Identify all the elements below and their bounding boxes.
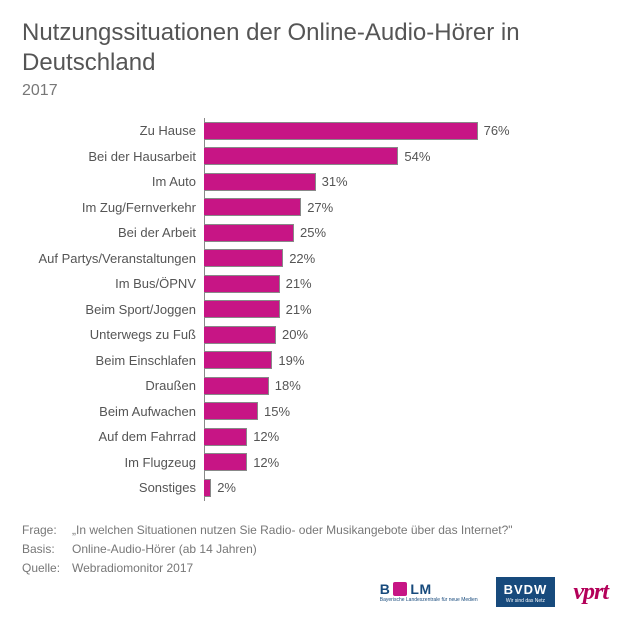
chart-subtitle: 2017 — [22, 82, 608, 100]
bar-row: Beim Sport/Joggen 21% — [22, 297, 608, 323]
footer-notes: Frage: „In welchen Situationen nutzen Si… — [22, 521, 608, 579]
category-label: Sonstiges — [22, 480, 204, 495]
bar-area: 15% — [204, 399, 608, 425]
value-label: 21% — [280, 276, 312, 291]
category-label: Im Flugzeug — [22, 455, 204, 470]
bar — [204, 428, 247, 446]
bar-row: Im Flugzeug 12% — [22, 450, 608, 476]
value-label: 18% — [269, 378, 301, 393]
bar — [204, 173, 316, 191]
bar-row: Beim Aufwachen 15% — [22, 399, 608, 425]
footer-frage-val: „In welchen Situationen nutzen Sie Radio… — [72, 521, 513, 540]
category-label: Auf dem Fahrrad — [22, 429, 204, 444]
value-label: 20% — [276, 327, 308, 342]
value-label: 27% — [301, 200, 333, 215]
bar — [204, 351, 272, 369]
bar-area: 25% — [204, 220, 608, 246]
bar-area: 20% — [204, 322, 608, 348]
value-label: 54% — [398, 149, 430, 164]
bar-area: 76% — [204, 118, 608, 144]
value-label: 15% — [258, 404, 290, 419]
value-label: 21% — [280, 302, 312, 317]
footer-quelle-key: Quelle: — [22, 559, 72, 578]
value-label: 76% — [478, 123, 510, 138]
bar-area: 12% — [204, 450, 608, 476]
bar-row: Zu Hause 76% — [22, 118, 608, 144]
category-label: Beim Einschlafen — [22, 353, 204, 368]
value-label: 12% — [247, 455, 279, 470]
category-label: Unterwegs zu Fuß — [22, 327, 204, 342]
bar-row: Im Zug/Fernverkehr 27% — [22, 195, 608, 221]
bar-row: Im Auto 31% — [22, 169, 608, 195]
bar — [204, 377, 269, 395]
bar-area: 19% — [204, 348, 608, 374]
bar-row: Beim Einschlafen 19% — [22, 348, 608, 374]
logo-bvdw-sub: Wir sind das Netz — [504, 598, 548, 604]
category-label: Auf Partys/Veranstaltungen — [22, 251, 204, 266]
bar — [204, 275, 280, 293]
logo-blm-lm: LM — [410, 581, 431, 597]
category-label: Im Auto — [22, 174, 204, 189]
bar — [204, 300, 280, 318]
bar-row: Auf Partys/Veranstaltungen 22% — [22, 246, 608, 272]
bar-area: 18% — [204, 373, 608, 399]
footer-basis: Basis: Online-Audio-Hörer (ab 14 Jahren) — [22, 540, 608, 559]
bar-area: 31% — [204, 169, 608, 195]
bar-row: Bei der Hausarbeit 54% — [22, 144, 608, 170]
logo-blm-mark-icon — [393, 582, 407, 596]
category-label: Zu Hause — [22, 123, 204, 138]
bar-area: 27% — [204, 195, 608, 221]
value-label: 31% — [316, 174, 348, 189]
value-label: 12% — [247, 429, 279, 444]
footer-basis-val: Online-Audio-Hörer (ab 14 Jahren) — [72, 540, 257, 559]
footer-frage: Frage: „In welchen Situationen nutzen Si… — [22, 521, 608, 540]
category-label: Im Zug/Fernverkehr — [22, 200, 204, 215]
bar-area: 2% — [204, 475, 608, 501]
logo-blm: B LM Bayerische Landeszentrale für neue … — [380, 581, 478, 603]
category-label: Im Bus/ÖPNV — [22, 276, 204, 291]
footer-basis-key: Basis: — [22, 540, 72, 559]
bar — [204, 122, 478, 140]
bar — [204, 249, 283, 267]
bar-area: 12% — [204, 424, 608, 450]
chart-area: Zu Hause 76% Bei der Hausarbeit 54% Im Auto 3… — [22, 118, 608, 501]
bar-row: Draußen 18% — [22, 373, 608, 399]
category-label: Draußen — [22, 378, 204, 393]
logo-vprt: vprt — [573, 579, 608, 606]
category-label: Bei der Arbeit — [22, 225, 204, 240]
category-label: Beim Aufwachen — [22, 404, 204, 419]
value-label: 25% — [294, 225, 326, 240]
bar-area: 21% — [204, 271, 608, 297]
chart-title: Nutzungssituationen der Online-Audio-Hör… — [22, 18, 608, 78]
bar — [204, 224, 294, 242]
value-label: 22% — [283, 251, 315, 266]
bar — [204, 326, 276, 344]
bar — [204, 147, 398, 165]
bar — [204, 198, 301, 216]
category-label: Beim Sport/Joggen — [22, 302, 204, 317]
bar-row: Im Bus/ÖPNV 21% — [22, 271, 608, 297]
bar — [204, 479, 211, 497]
logo-bvdw-text: BVDW — [504, 582, 548, 597]
logo-blm-sub: Bayerische Landeszentrale für neue Medie… — [380, 598, 478, 603]
logo-bvdw: BVDW Wir sind das Netz — [496, 577, 556, 607]
bar — [204, 453, 247, 471]
footer-frage-key: Frage: — [22, 521, 72, 540]
bar-row: Unterwegs zu Fuß 20% — [22, 322, 608, 348]
value-label: 19% — [272, 353, 304, 368]
bar — [204, 402, 258, 420]
category-label: Bei der Hausarbeit — [22, 149, 204, 164]
bar-row: Sonstiges 2% — [22, 475, 608, 501]
bar-area: 22% — [204, 246, 608, 272]
footer-quelle-val: Webradiomonitor 2017 — [72, 559, 193, 578]
value-label: 2% — [211, 480, 236, 495]
logo-blm-b: B — [380, 581, 391, 597]
bar-row: Auf dem Fahrrad 12% — [22, 424, 608, 450]
bar-area: 21% — [204, 297, 608, 323]
footer-quelle: Quelle: Webradiomonitor 2017 — [22, 559, 608, 578]
bar-area: 54% — [204, 144, 608, 170]
bar-row: Bei der Arbeit 25% — [22, 220, 608, 246]
logo-row: B LM Bayerische Landeszentrale für neue … — [380, 577, 608, 607]
bar-chart: Zu Hause 76% Bei der Hausarbeit 54% Im Auto 3… — [22, 118, 608, 501]
